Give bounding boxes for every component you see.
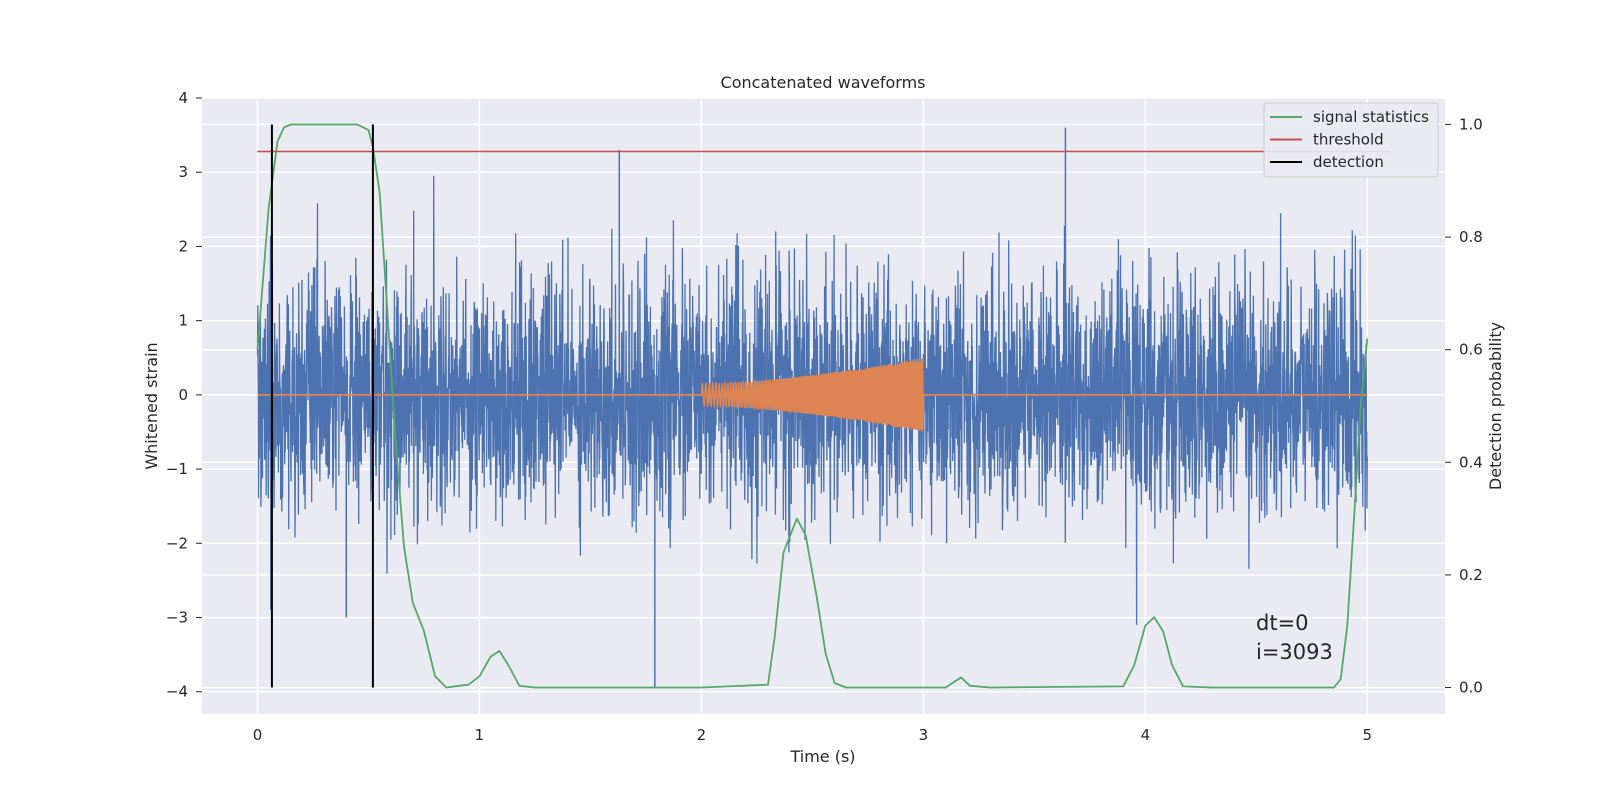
y-left-tick-label: −3: [166, 609, 188, 627]
injected-chirp-series: [257, 358, 1368, 432]
y-right-tick-label: 0.2: [1459, 566, 1483, 584]
annotation-dt: dt=0: [1256, 611, 1309, 635]
signal-statistics-series: [256, 123, 1369, 689]
y-right-tick-label: 0.4: [1459, 453, 1483, 471]
legend: signal statistics threshold detection: [1263, 102, 1439, 178]
left-y-axis-label: Whitened strain: [142, 342, 161, 469]
whitened-strain-series: [256, 127, 1368, 689]
x-tick-label: 3: [919, 726, 929, 744]
y-left-tick-label: 0: [178, 386, 188, 404]
x-tick-label: 0: [253, 726, 263, 744]
y-right-tick-label: 0.6: [1459, 341, 1483, 359]
y-left-tick-label: 1: [178, 312, 188, 330]
detection-markers: [270, 124, 374, 688]
y-left-tick-label: −4: [166, 683, 188, 701]
y-left-tick-label: −1: [166, 460, 188, 478]
y-left-tick-label: 2: [178, 237, 188, 255]
annotation-index: i=3093: [1256, 640, 1333, 664]
legend-label: detection: [1313, 153, 1384, 171]
legend-box: [1263, 102, 1439, 178]
chirp-line: [700, 358, 925, 432]
y-left-tick-label: 4: [178, 89, 188, 107]
left-y-axis-ticks: −4 −3 −2 −1 0 1 2 3 4: [166, 89, 202, 701]
signal-statistics-line: [256, 123, 1369, 689]
right-y-axis-label: Detection probability: [1486, 322, 1505, 490]
legend-label: signal statistics: [1313, 108, 1429, 126]
x-tick-label: 5: [1363, 726, 1373, 744]
x-axis-ticks: 0 1 2 3 4 5: [253, 726, 1372, 744]
x-tick-label: 2: [697, 726, 707, 744]
right-y-axis-ticks: 0.0 0.2 0.4 0.6 0.8 1.0: [1445, 115, 1483, 697]
legend-label: threshold: [1313, 131, 1384, 149]
x-tick-label: 1: [475, 726, 485, 744]
chart-title: Concatenated waveforms: [721, 73, 926, 92]
strain-noise-line: [256, 175, 1368, 625]
x-axis-label: Time (s): [789, 747, 855, 766]
y-right-tick-label: 0.0: [1459, 679, 1483, 697]
y-left-tick-label: −2: [166, 534, 188, 552]
y-right-tick-label: 0.8: [1459, 228, 1483, 246]
x-tick-label: 4: [1141, 726, 1151, 744]
y-left-tick-label: 3: [178, 163, 188, 181]
y-right-tick-label: 1.0: [1459, 115, 1483, 133]
